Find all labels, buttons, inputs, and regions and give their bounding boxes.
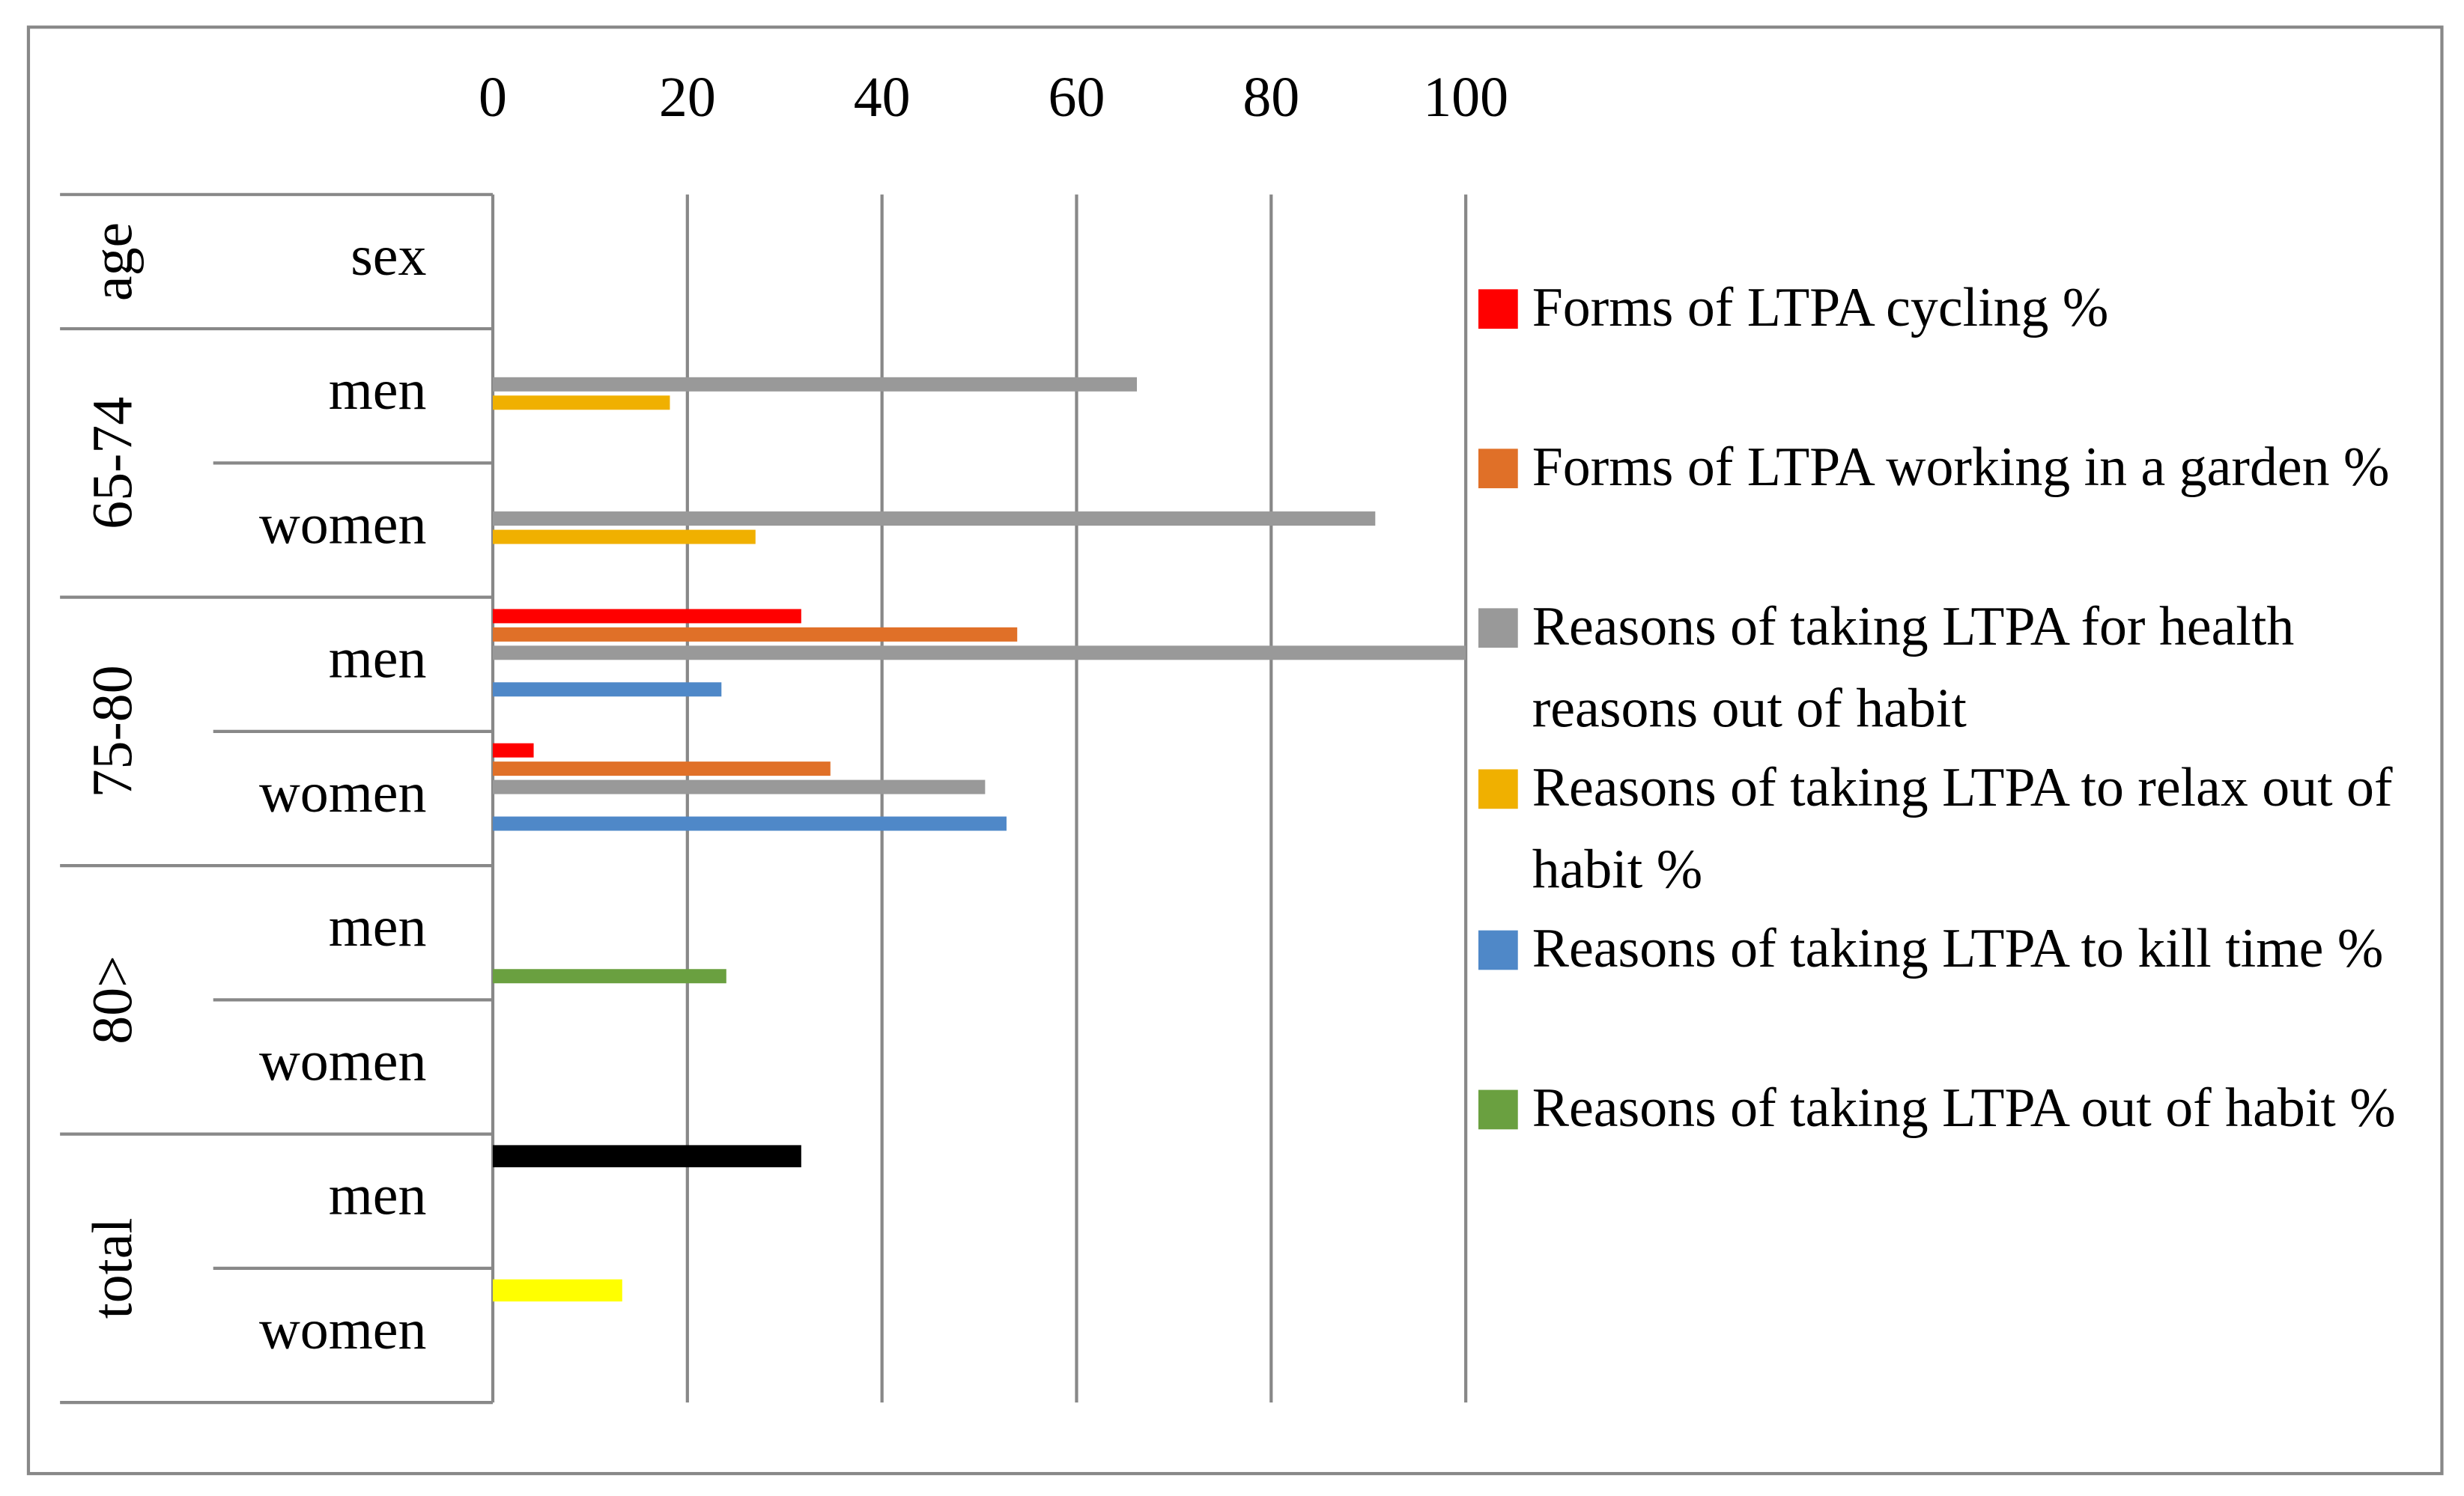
group-label: 65-74 bbox=[82, 397, 145, 529]
legend-text: Reasons of taking LTPA to kill time % bbox=[1532, 917, 2384, 979]
bar bbox=[493, 627, 1018, 642]
bar bbox=[493, 682, 722, 697]
legend-swatch bbox=[1478, 449, 1518, 489]
legend-text: Forms of LTPA working in a garden % bbox=[1532, 436, 2390, 498]
category-label: women bbox=[259, 761, 426, 824]
bar bbox=[493, 529, 756, 544]
legend-swatch bbox=[1478, 608, 1518, 648]
legend-entry: Reasons of taking LTPA to kill time % bbox=[1532, 917, 2384, 979]
legend-swatch bbox=[1478, 1089, 1518, 1130]
row-header-category: sex bbox=[351, 225, 426, 288]
x-tick-label: 60 bbox=[1049, 66, 1105, 129]
bar bbox=[493, 395, 670, 410]
frame bbox=[26, 25, 2444, 1476]
legend-entry: Forms of LTPA cycling % bbox=[1532, 276, 2109, 338]
legend-swatch bbox=[1478, 930, 1518, 970]
legend-swatch bbox=[1478, 289, 1518, 329]
category-label: women bbox=[259, 493, 426, 556]
x-tick-label: 100 bbox=[1423, 66, 1508, 129]
category-label: women bbox=[259, 1030, 426, 1092]
x-tick-label: 40 bbox=[854, 66, 911, 129]
bar bbox=[493, 816, 1007, 831]
legend-text: Reasons of taking LTPA for health reason… bbox=[1532, 595, 2295, 740]
legend-text: Forms of LTPA cycling % bbox=[1532, 276, 2109, 338]
group-label: 75-80 bbox=[82, 665, 145, 797]
legend-text: Reasons of taking LTPA to relax out of h… bbox=[1532, 756, 2393, 901]
bar bbox=[493, 609, 801, 624]
x-tick-label: 0 bbox=[479, 66, 507, 129]
legend-text: Reasons of taking LTPA out of habit % bbox=[1532, 1077, 2396, 1139]
group-label: total bbox=[82, 1217, 145, 1319]
category-label: men bbox=[329, 1164, 427, 1227]
category-label: men bbox=[329, 896, 427, 958]
bar bbox=[493, 645, 1466, 660]
legend-entry: Reasons of taking LTPA for health reason… bbox=[1532, 595, 2295, 740]
bar bbox=[493, 511, 1376, 526]
bar bbox=[493, 761, 831, 776]
x-tick-label: 20 bbox=[659, 66, 716, 129]
bar bbox=[493, 1279, 622, 1302]
legend-entry: Forms of LTPA working in a garden % bbox=[1532, 436, 2390, 498]
category-label: men bbox=[329, 359, 427, 422]
bar bbox=[493, 779, 986, 794]
bar bbox=[493, 743, 534, 758]
x-tick-label: 80 bbox=[1242, 66, 1299, 129]
legend-entry: Reasons of taking LTPA out of habit % bbox=[1532, 1077, 2396, 1139]
row-header-group: age bbox=[82, 222, 145, 301]
category-label: women bbox=[259, 1298, 426, 1361]
group-label: 80> bbox=[82, 955, 145, 1045]
category-label: men bbox=[329, 627, 427, 690]
legend-swatch bbox=[1478, 769, 1518, 809]
bar bbox=[493, 1145, 801, 1167]
bar bbox=[493, 969, 726, 984]
legend-entry: Reasons of taking LTPA to relax out of h… bbox=[1532, 756, 2393, 901]
bar bbox=[493, 377, 1138, 392]
